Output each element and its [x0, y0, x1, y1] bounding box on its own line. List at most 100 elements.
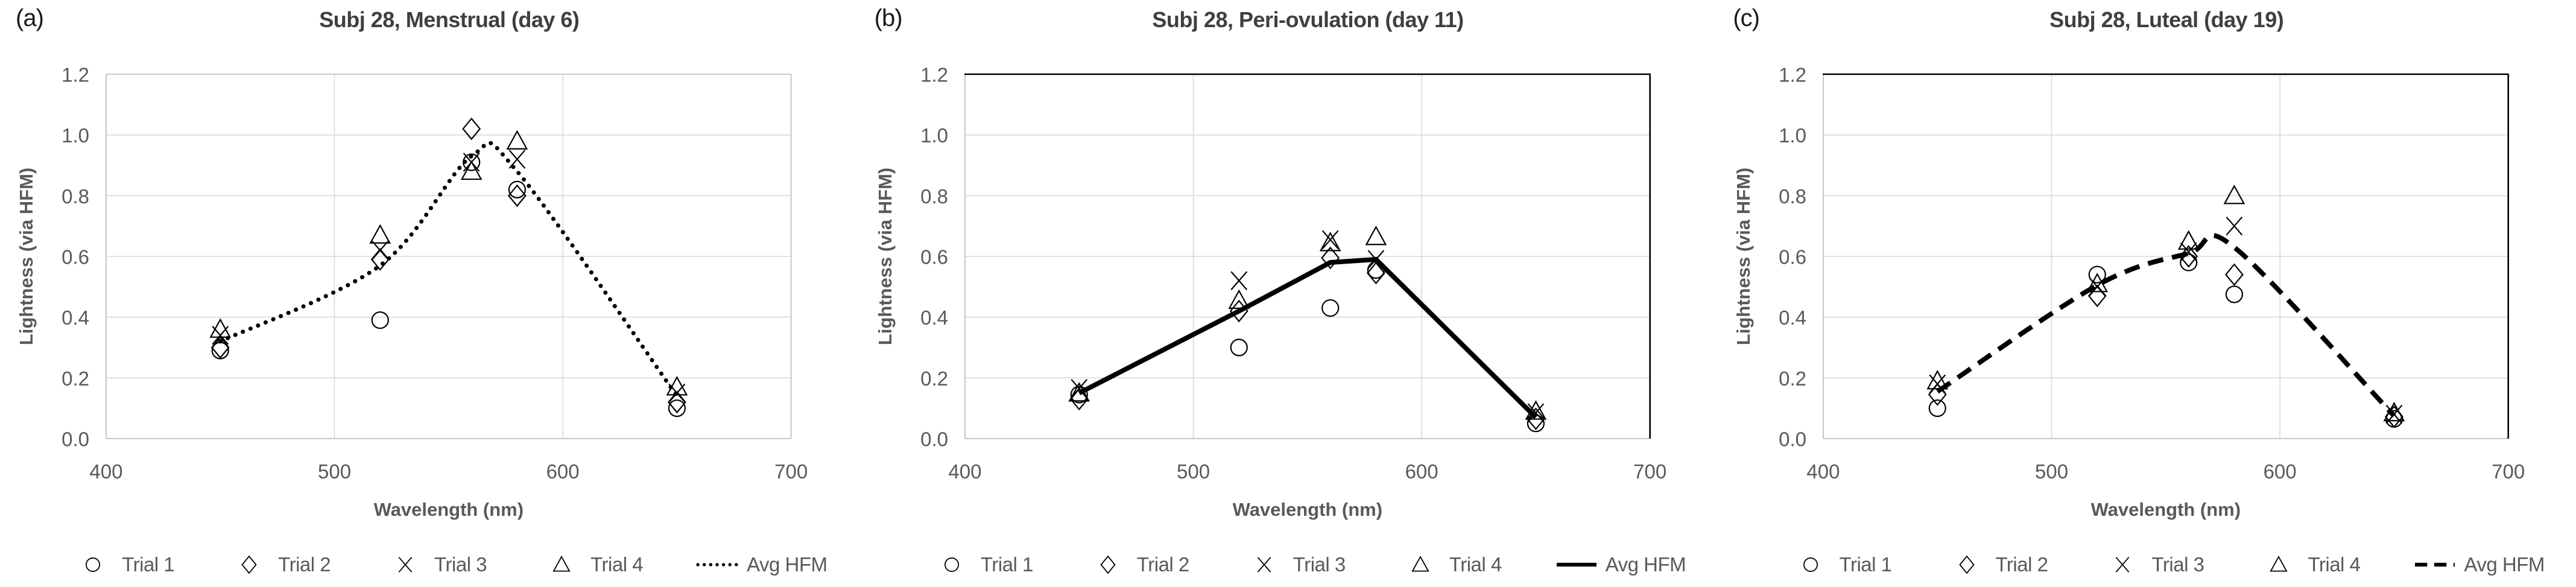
svg-text:500: 500 [1177, 460, 1210, 483]
svg-text:0.6: 0.6 [62, 246, 89, 268]
svg-text:1.0: 1.0 [62, 124, 89, 147]
legend-item-trial-4: Trial 4 [1399, 553, 1502, 576]
legend-item-trial-3: Trial 3 [384, 553, 487, 576]
trial-4-triangle-marker-icon [1411, 556, 1429, 572]
legend-item-trial-2: Trial 2 [1086, 553, 1189, 576]
svg-text:600: 600 [546, 460, 580, 483]
legend-label-trial-1: Trial 1 [122, 553, 175, 576]
svg-text:Wavelength (nm): Wavelength (nm) [374, 499, 524, 520]
svg-text:600: 600 [1405, 460, 1438, 483]
svg-text:Wavelength (nm): Wavelength (nm) [2091, 499, 2241, 520]
legend-item-avg-hfm: Avg HFM [696, 553, 828, 576]
svg-text:0.4: 0.4 [1779, 306, 1806, 329]
svg-text:400: 400 [948, 460, 981, 483]
legend-label-trial-4: Trial 4 [590, 553, 644, 576]
legend-label-trial-3: Trial 3 [1293, 553, 1346, 576]
legend-item-trial-1: Trial 1 [71, 553, 175, 576]
svg-text:Lightness (via HFM): Lightness (via HFM) [16, 168, 37, 345]
panel-b: (b) Subj 28, Peri-ovulation (day 11) 0.0… [858, 0, 1718, 587]
chart-title-c: Subj 28, Luteal (day 19) [2049, 7, 2284, 32]
trial-3-x-marker-icon [2116, 557, 2130, 573]
svg-text:0.8: 0.8 [62, 185, 89, 208]
svg-text:500: 500 [318, 460, 351, 483]
legend-item-trial-3: Trial 3 [1242, 553, 1346, 576]
svg-text:700: 700 [2492, 460, 2525, 483]
legend-item-avg-hfm: Avg HFM [2413, 553, 2545, 576]
svg-text:400: 400 [89, 460, 122, 483]
svg-text:1.2: 1.2 [62, 63, 89, 86]
panel-label-c: (c) [1733, 5, 1760, 31]
chart-title-a: Subj 28, Menstrual (day 6) [319, 7, 580, 32]
legend-label-avg-hfm: Avg HFM [2464, 553, 2545, 576]
svg-text:0.0: 0.0 [1779, 428, 1806, 450]
avg-hfm-dashed-line-icon [2415, 562, 2455, 567]
trial-1-circle-marker-icon [86, 557, 101, 572]
svg-text:0.4: 0.4 [920, 306, 948, 329]
chart-legend-b: Trial 1 Trial 2 Trial 3 Trial 4 Avg HFM [901, 553, 1715, 576]
svg-text:0.2: 0.2 [920, 367, 948, 390]
svg-text:0.2: 0.2 [1779, 367, 1806, 390]
legend-item-trial-4: Trial 4 [2257, 553, 2361, 576]
trial-2-diamond-marker-icon [1100, 555, 1116, 574]
legend-item-trial-3: Trial 3 [2101, 553, 2204, 576]
legend-label-trial-3: Trial 3 [2151, 553, 2204, 576]
panel-label-a: (a) [16, 5, 44, 31]
legend-label-trial-2: Trial 2 [1136, 553, 1189, 576]
trial-2-diamond-marker-icon [241, 555, 257, 574]
trial-2-diamond-marker-icon [1958, 555, 1975, 574]
chart-legend-a: Trial 1 Trial 2 Trial 3 Trial 4 Avg HFM [42, 553, 856, 576]
legend-label-trial-2: Trial 2 [1995, 553, 2048, 576]
plot-area-b: 0.0 0.2 0.4 0.6 0.8 1.0 1.2 400 500 600 700 Wavelen… [875, 63, 1666, 520]
legend-label-avg-hfm: Avg HFM [1605, 553, 1686, 576]
svg-text:0.0: 0.0 [62, 428, 89, 450]
legend-label-trial-4: Trial 4 [1449, 553, 1502, 576]
svg-text:0.6: 0.6 [1779, 246, 1806, 268]
svg-text:400: 400 [1807, 460, 1840, 483]
panel-c: (c) Subj 28, Luteal (day 19) 0.0 0.2 0.4 0.… [1717, 0, 2576, 587]
legend-item-trial-1: Trial 1 [1789, 553, 1892, 576]
legend-item-trial-1: Trial 1 [930, 553, 1033, 576]
trial-4-triangle-marker-icon [552, 556, 571, 572]
legend-label-trial-1: Trial 1 [1839, 553, 1892, 576]
svg-text:500: 500 [2035, 460, 2068, 483]
chart-title-b: Subj 28, Peri-ovulation (day 11) [1152, 7, 1464, 32]
trial-4-triangle-marker-icon [2270, 556, 2288, 572]
trial-3-x-marker-icon [398, 557, 413, 573]
svg-text:1.0: 1.0 [920, 124, 948, 147]
svg-text:0.2: 0.2 [62, 367, 89, 390]
trial-3-x-marker-icon [1257, 557, 1271, 573]
svg-text:0.0: 0.0 [920, 428, 948, 450]
svg-text:600: 600 [2264, 460, 2297, 483]
avg-hfm-dotted-line-icon [696, 563, 739, 566]
panel-a: (a) Subj 28, Menstrual (day 6) 0.0 0.2 0.4… [0, 0, 859, 587]
legend-item-avg-hfm: Avg HFM [1555, 553, 1686, 576]
svg-text:0.8: 0.8 [1779, 185, 1806, 208]
legend-label-avg-hfm: Avg HFM [747, 553, 828, 576]
panel-label-b: (b) [874, 5, 903, 31]
svg-text:0.8: 0.8 [920, 185, 948, 208]
svg-text:1.2: 1.2 [1779, 63, 1806, 86]
trial-1-circle-marker-icon [944, 557, 959, 572]
legend-item-trial-2: Trial 2 [1945, 553, 2048, 576]
svg-text:1.2: 1.2 [920, 63, 948, 86]
svg-text:700: 700 [774, 460, 808, 483]
svg-text:Lightness (via HFM): Lightness (via HFM) [1733, 168, 1754, 345]
legend-label-trial-3: Trial 3 [434, 553, 487, 576]
svg-text:0.4: 0.4 [62, 306, 89, 329]
chart-legend-c: Trial 1 Trial 2 Trial 3 Trial 4 Avg HFM [1759, 553, 2574, 576]
avg-hfm-solid-line-icon [1556, 562, 1597, 567]
plot-area-a: 0.0 0.2 0.4 0.6 0.8 1.0 1.2 400 500 600 700 Wavelen… [16, 63, 808, 520]
legend-label-trial-2: Trial 2 [278, 553, 331, 576]
trial-1-circle-marker-icon [1803, 557, 1818, 572]
svg-text:1.0: 1.0 [1779, 124, 1806, 147]
svg-text:0.6: 0.6 [920, 246, 948, 268]
svg-text:700: 700 [1633, 460, 1666, 483]
legend-label-trial-4: Trial 4 [2308, 553, 2361, 576]
plot-area-c: 0.0 0.2 0.4 0.6 0.8 1.0 1.2 400 500 600 700 Wavelen… [1733, 63, 2525, 520]
legend-item-trial-2: Trial 2 [227, 553, 331, 576]
svg-text:Wavelength (nm): Wavelength (nm) [1232, 499, 1382, 520]
legend-item-trial-4: Trial 4 [540, 553, 644, 576]
svg-text:Lightness (via HFM): Lightness (via HFM) [875, 168, 896, 345]
legend-label-trial-1: Trial 1 [980, 553, 1033, 576]
